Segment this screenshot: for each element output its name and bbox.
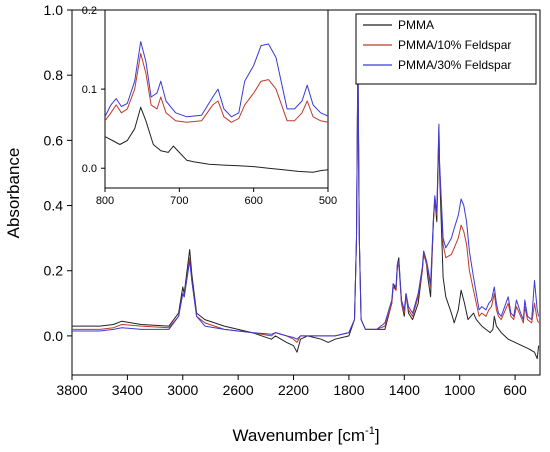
inset-y-tick-label: 0.1 (82, 84, 97, 96)
inset-series-line-pmma-30-feldspar (105, 41, 328, 118)
y-tick-label: 0.2 (44, 263, 64, 279)
x-axis-label-superscript: -1 (365, 425, 375, 437)
inset-series-line-pmma (105, 106, 328, 173)
inset-y-tick-label: 0.0 (82, 163, 97, 175)
x-tick-label: 2200 (278, 382, 309, 398)
main-series-group (72, 51, 540, 360)
inset-series-group (105, 41, 328, 173)
inset-series-line-pmma-10-feldspar (105, 53, 328, 123)
x-tick-label: 2600 (223, 382, 254, 398)
legend-label-pmma-10-feldspar: PMMA/10% Feldspar (398, 38, 511, 52)
y-tick-label: 0.6 (44, 132, 64, 148)
x-tick-label: 600 (503, 382, 527, 398)
legend-box (355, 13, 537, 85)
inset-axes: 800 700 600 500 0.0 0.1 0.2 (82, 5, 337, 207)
inset-x-tick-label: 600 (244, 195, 262, 207)
y-tick-label: 0.0 (44, 328, 64, 344)
inset-x-tick-label: 500 (319, 195, 337, 207)
legend-label-pmma: PMMA (398, 18, 434, 32)
inset-x-tick-label: 800 (96, 195, 114, 207)
x-tick-label: 3400 (112, 382, 143, 398)
x-tick-label: 3800 (56, 382, 87, 398)
x-tick-label: 1400 (389, 382, 420, 398)
y-tick-label: 0.8 (44, 67, 64, 83)
x-axis-label: Wavenumber [cm-1] (232, 425, 379, 445)
y-axis-label: Absorbance (4, 148, 23, 239)
x-tick-label: 1800 (333, 382, 364, 398)
main-axes: 3800 3400 3000 2600 2200 1800 1400 1000 600 0.0 0.… (44, 2, 527, 398)
series-line-pmma-10-feldspar (72, 58, 540, 343)
y-tick-label: 1.0 (44, 2, 64, 18)
inset-plot-frame (104, 9, 329, 189)
series-line-pmma-30-feldspar (72, 51, 540, 340)
inset-y-tick-label: 0.2 (82, 5, 97, 17)
legend-label-pmma-30-feldspar: PMMA/30% Feldspar (398, 58, 511, 72)
x-tick-label: 1000 (444, 382, 475, 398)
x-tick-label: 3000 (167, 382, 198, 398)
legend: PMMA PMMA/10% Feldspar PMMA/30% Feldspar (355, 13, 537, 85)
x-axis-label-main: Wavenumber [cm (232, 426, 365, 445)
x-axis-label-end: ] (375, 426, 380, 445)
y-tick-label: 0.4 (44, 198, 64, 214)
inset-x-tick-label: 700 (170, 195, 188, 207)
